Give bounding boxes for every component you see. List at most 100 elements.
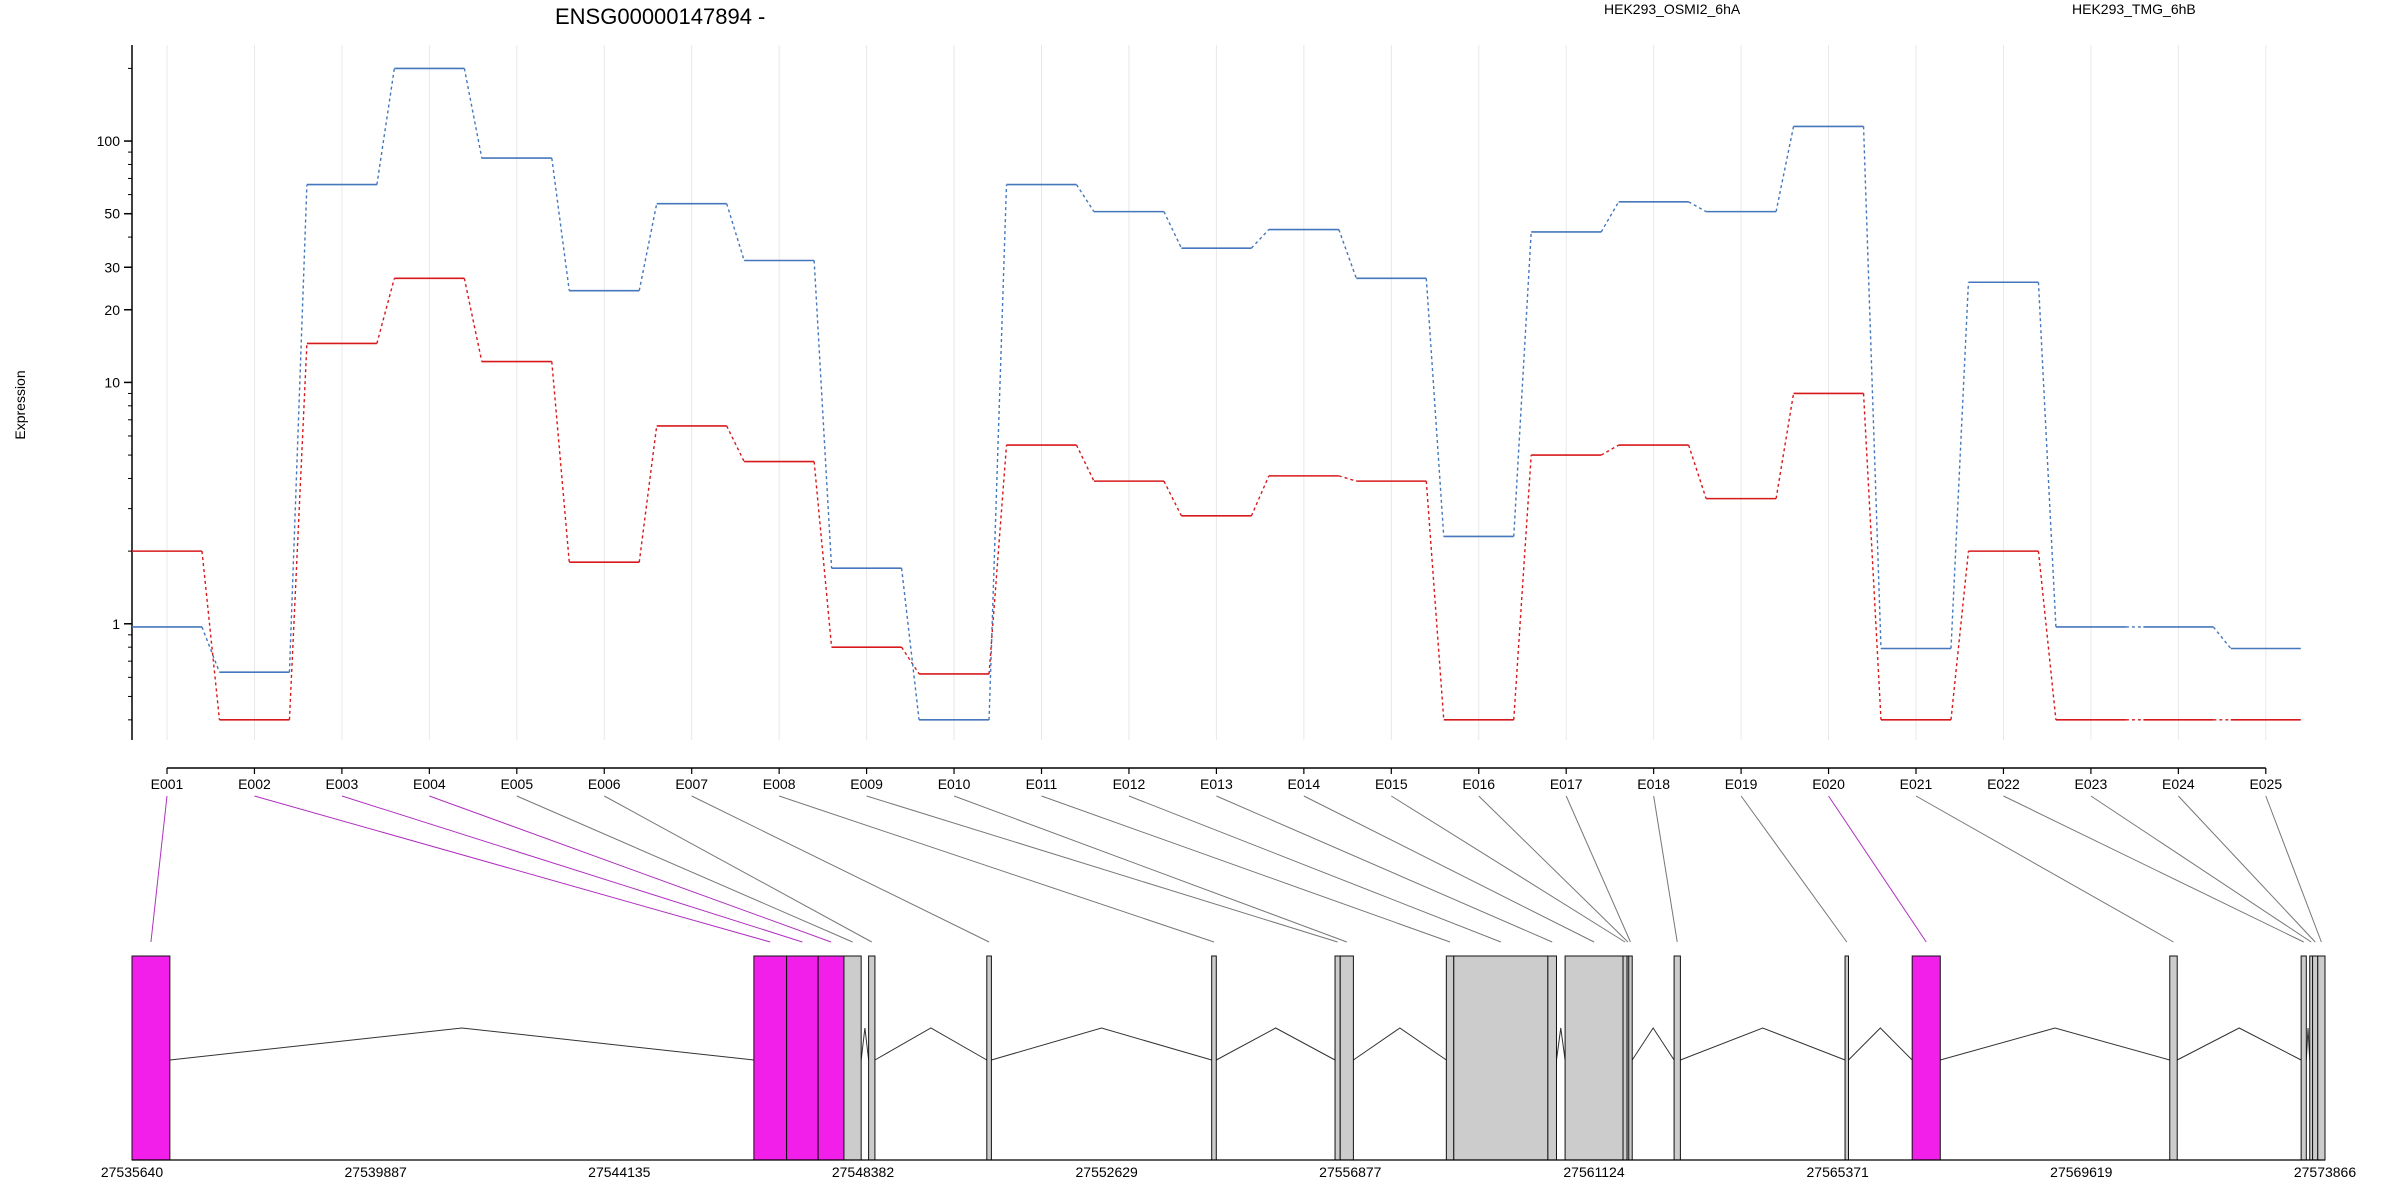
series-segment xyxy=(1425,481,1445,720)
intron-line xyxy=(169,1027,754,1061)
series-layer xyxy=(132,67,2301,721)
series-segment xyxy=(1338,229,1357,279)
x-tick-label: E003 xyxy=(326,776,359,792)
exon-box xyxy=(986,955,992,1161)
series-segment xyxy=(813,461,833,648)
exon-axis: E001 E002 E003 E004 E005 E006 E007 E008 E009 E010… xyxy=(151,767,2282,792)
intron-line xyxy=(1848,1027,1913,1061)
series-segment xyxy=(463,278,483,362)
series-segment xyxy=(1163,211,1183,249)
exon-connector xyxy=(778,795,1215,943)
series-segment xyxy=(1513,231,1532,537)
intron-line xyxy=(1680,1027,1846,1061)
exon-connector xyxy=(2003,795,2304,943)
intron-line xyxy=(1216,1027,1336,1061)
x-tick-label: E019 xyxy=(1725,776,1758,792)
series-segment xyxy=(1250,475,1270,517)
exon-connector xyxy=(953,795,1347,943)
series-segment xyxy=(1425,278,1445,537)
series-segment xyxy=(1338,475,1357,482)
series-segment xyxy=(901,646,920,675)
series-segment xyxy=(988,184,1008,720)
coordinate-tick-label: 27535640 xyxy=(101,1164,164,1180)
series-segment xyxy=(1250,229,1270,249)
series-segment xyxy=(1163,480,1183,517)
x-tick-label: E023 xyxy=(2075,776,2108,792)
coordinate-tick-label: 27569619 xyxy=(2050,1164,2113,1180)
exon-connector xyxy=(1915,795,2174,943)
y-axis-label: Expression xyxy=(12,370,28,439)
exon-connector xyxy=(1478,795,1629,943)
series-segment xyxy=(1688,201,1707,213)
series-segment xyxy=(1950,551,1970,720)
exon-box xyxy=(753,955,788,1161)
exon-connector xyxy=(2177,795,2316,943)
series-segment xyxy=(1775,393,1795,499)
series-segment xyxy=(376,278,396,344)
series-segment xyxy=(201,551,221,720)
exon-connectors xyxy=(150,795,2322,943)
intron-line xyxy=(991,1027,1212,1061)
coordinate-tick-label: 27565371 xyxy=(1807,1164,1870,1180)
chart-title: ENSG00000147894 - xyxy=(555,4,765,29)
exon-box xyxy=(1339,955,1354,1161)
series-segment xyxy=(1075,184,1095,213)
exon-connector xyxy=(2265,795,2322,943)
coordinate-tick-label: 27552629 xyxy=(1076,1164,1139,1180)
exon-box xyxy=(131,955,171,1161)
x-tick-label: E020 xyxy=(1812,776,1845,792)
y-tick-label: 1 xyxy=(112,616,120,632)
x-tick-label: E002 xyxy=(238,776,271,792)
intron-line xyxy=(2176,1027,2302,1061)
exon-box xyxy=(1334,955,1341,1161)
exon-box xyxy=(1453,955,1549,1161)
series-segment xyxy=(551,157,570,291)
exon-box xyxy=(1211,955,1217,1161)
exon-box xyxy=(786,955,819,1161)
exon-connector xyxy=(691,795,990,943)
series-segment xyxy=(813,260,833,569)
x-tick-label: E016 xyxy=(1462,776,1495,792)
y-tick-label: 30 xyxy=(104,259,120,275)
exon-box xyxy=(2317,955,2326,1161)
x-tick-label: E009 xyxy=(850,776,883,792)
exon-box xyxy=(868,955,876,1161)
x-tick-label: E001 xyxy=(151,776,184,792)
y-tick-label: 10 xyxy=(104,374,120,390)
x-tick-label: E022 xyxy=(1987,776,2020,792)
intron-line xyxy=(1353,1027,1447,1061)
series-segment xyxy=(463,68,483,159)
x-tick-label: E013 xyxy=(1200,776,1233,792)
x-tick-label: E011 xyxy=(1026,776,1058,792)
exon-connector xyxy=(866,795,1338,943)
exon-box xyxy=(843,955,862,1161)
coordinate-tick-label: 27544135 xyxy=(588,1164,651,1180)
series-segment xyxy=(1862,393,1882,720)
x-tick-label: E005 xyxy=(500,776,533,792)
intron-line xyxy=(874,1027,988,1061)
exon-box xyxy=(817,955,845,1161)
series-segment xyxy=(726,203,745,261)
exon-connector xyxy=(604,795,873,943)
series-segment xyxy=(2037,551,2057,720)
x-tick-label: E021 xyxy=(1900,776,1933,792)
series-segment xyxy=(900,568,920,720)
y-tick-label: 20 xyxy=(104,302,120,318)
x-tick-label: E014 xyxy=(1287,776,1320,792)
series-segment xyxy=(638,203,658,291)
x-tick-label: E018 xyxy=(1637,776,1670,792)
intron-line xyxy=(1631,1027,1675,1061)
series-b xyxy=(132,67,2301,721)
exon-box xyxy=(1547,955,1557,1161)
x-tick-label: E024 xyxy=(2162,776,2195,792)
exon-connector xyxy=(341,795,803,943)
exon-connector xyxy=(1391,795,1626,943)
series-segment xyxy=(638,425,658,563)
series-segment xyxy=(1687,444,1707,499)
coordinate-tick-label: 27539887 xyxy=(345,1164,408,1180)
coordinate-tick-label: 27561124 xyxy=(1563,1164,1624,1180)
coordinate-tick-label: 27573866 xyxy=(2294,1164,2357,1180)
x-tick-label: E004 xyxy=(413,776,446,792)
coordinate-tick-label: 27556877 xyxy=(1319,1164,1382,1180)
y-tick-label: 100 xyxy=(97,133,121,149)
